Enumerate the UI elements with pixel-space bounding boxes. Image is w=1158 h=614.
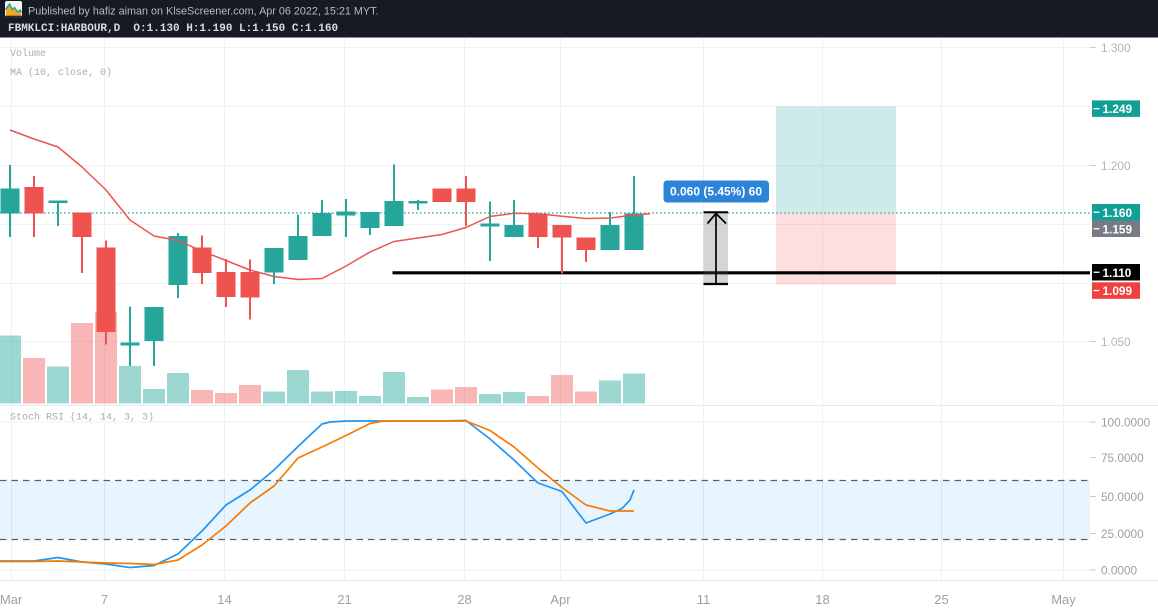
svg-text:11: 11 (697, 592, 711, 607)
svg-text:21: 21 (337, 592, 351, 607)
svg-text:Published by hafiz aiman on Kl: Published by hafiz aiman on KlseScreener… (28, 6, 379, 18)
svg-text:1.200: 1.200 (1101, 159, 1131, 173)
svg-text:Apr: Apr (550, 592, 571, 607)
svg-text:FBMKLCI:HARBOUR,D O:1.130 H:1: FBMKLCI:HARBOUR,D O:1.130 H:1.190 L:1.15… (8, 23, 338, 35)
svg-text:25: 25 (934, 592, 948, 607)
svg-text:Mar: Mar (0, 592, 23, 607)
svg-text:100.0000: 100.0000 (1101, 416, 1151, 430)
svg-text:18: 18 (815, 592, 829, 607)
svg-text:14: 14 (217, 592, 231, 607)
svg-text:28: 28 (457, 592, 471, 607)
svg-text:7: 7 (101, 592, 108, 607)
svg-text:1.160: 1.160 (1103, 206, 1133, 220)
svg-text:MA (10, close, 0): MA (10, close, 0) (10, 67, 112, 79)
svg-text:50.0000: 50.0000 (1101, 490, 1144, 504)
svg-text:1.249: 1.249 (1103, 102, 1133, 116)
svg-text:0.0000: 0.0000 (1101, 564, 1138, 578)
svg-text:25.0000: 25.0000 (1101, 527, 1144, 541)
svg-text:Stoch RSI (14, 14, 3, 3): Stoch RSI (14, 14, 3, 3) (10, 412, 154, 424)
svg-text:1.300: 1.300 (1101, 41, 1131, 55)
svg-text:May: May (1051, 592, 1076, 607)
svg-text:1.099: 1.099 (1103, 284, 1133, 298)
svg-text:Volume: Volume (10, 48, 46, 60)
svg-text:0.060 (5.45%) 60: 0.060 (5.45%) 60 (670, 185, 762, 199)
svg-text:1.159: 1.159 (1103, 222, 1133, 236)
svg-text:1.110: 1.110 (1103, 266, 1132, 280)
svg-text:1.050: 1.050 (1101, 335, 1131, 349)
svg-text:75.0000: 75.0000 (1101, 451, 1144, 465)
